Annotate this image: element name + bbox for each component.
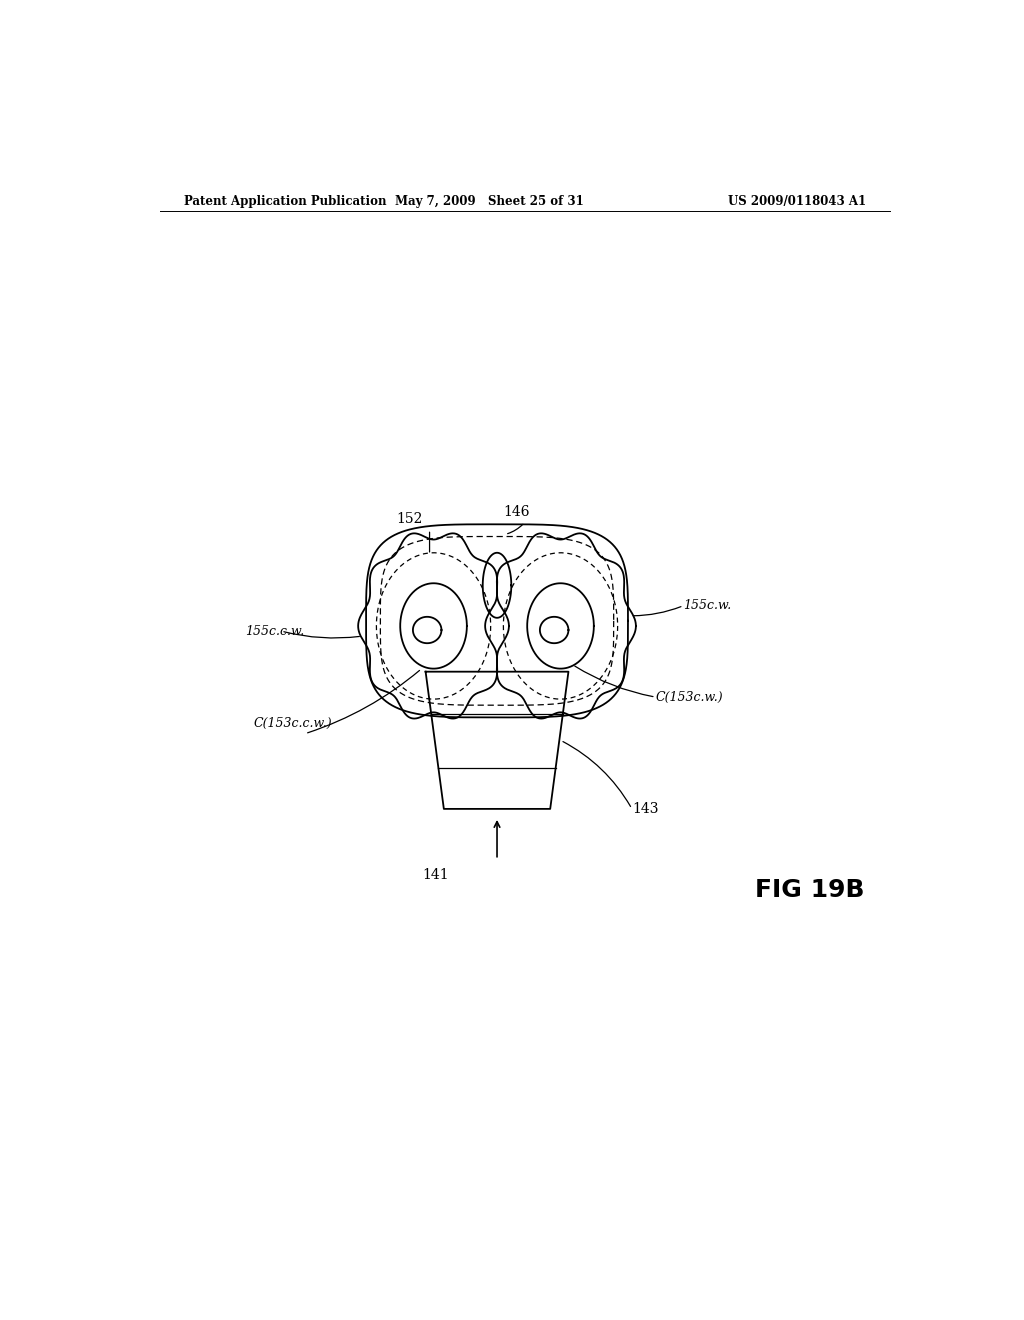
Text: 155c.c.w.: 155c.c.w. (246, 624, 305, 638)
Text: C(153c.c.w.): C(153c.c.w.) (253, 717, 332, 730)
Text: 141: 141 (423, 869, 450, 882)
Text: FIG 19B: FIG 19B (755, 878, 864, 902)
Text: 155c.w.: 155c.w. (684, 599, 732, 612)
Text: C(153c.w.): C(153c.w.) (655, 690, 723, 704)
Text: Patent Application Publication: Patent Application Publication (183, 194, 386, 207)
Text: 143: 143 (632, 801, 658, 816)
Text: 152: 152 (396, 512, 423, 527)
Text: 146: 146 (504, 506, 530, 519)
Text: May 7, 2009   Sheet 25 of 31: May 7, 2009 Sheet 25 of 31 (394, 194, 584, 207)
Text: US 2009/0118043 A1: US 2009/0118043 A1 (728, 194, 866, 207)
